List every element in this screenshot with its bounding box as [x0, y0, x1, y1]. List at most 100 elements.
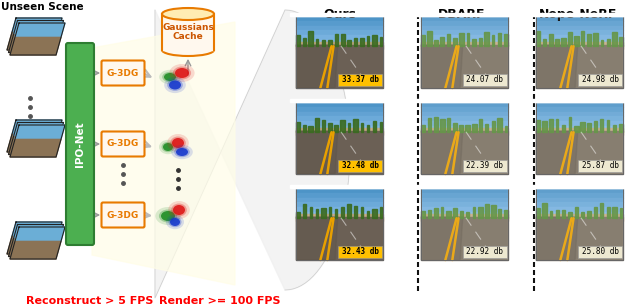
Polygon shape — [372, 35, 377, 46]
Polygon shape — [373, 121, 376, 132]
Polygon shape — [568, 32, 572, 46]
Polygon shape — [479, 38, 482, 46]
Polygon shape — [536, 40, 623, 45]
Text: 25.80 db: 25.80 db — [582, 248, 618, 257]
Polygon shape — [453, 208, 457, 218]
Polygon shape — [7, 134, 58, 152]
Polygon shape — [296, 122, 300, 132]
Polygon shape — [296, 40, 383, 45]
FancyBboxPatch shape — [102, 132, 145, 156]
Polygon shape — [447, 211, 451, 218]
Text: 33.37 db: 33.37 db — [342, 75, 378, 84]
Polygon shape — [434, 209, 438, 218]
Polygon shape — [420, 34, 426, 46]
Polygon shape — [504, 126, 508, 132]
Polygon shape — [296, 188, 383, 193]
Polygon shape — [536, 131, 578, 174]
Polygon shape — [595, 121, 596, 132]
Polygon shape — [347, 204, 351, 218]
Polygon shape — [296, 214, 383, 221]
Polygon shape — [536, 16, 623, 88]
Polygon shape — [607, 120, 609, 132]
Ellipse shape — [159, 140, 177, 154]
Ellipse shape — [161, 142, 175, 152]
Polygon shape — [499, 209, 501, 218]
Polygon shape — [421, 35, 508, 40]
Polygon shape — [460, 212, 463, 218]
Polygon shape — [485, 204, 488, 218]
Polygon shape — [421, 214, 508, 221]
Polygon shape — [296, 116, 383, 121]
Polygon shape — [536, 193, 623, 198]
Text: Cache: Cache — [173, 32, 204, 41]
Polygon shape — [536, 214, 623, 221]
Polygon shape — [536, 30, 623, 35]
Polygon shape — [600, 119, 604, 132]
Polygon shape — [13, 225, 63, 239]
Polygon shape — [7, 32, 58, 50]
Polygon shape — [296, 121, 383, 126]
Polygon shape — [421, 16, 508, 88]
Ellipse shape — [174, 147, 190, 157]
Text: IPO-Net: IPO-Net — [75, 121, 85, 167]
Polygon shape — [10, 37, 61, 55]
FancyBboxPatch shape — [102, 60, 145, 86]
Ellipse shape — [162, 44, 214, 56]
Polygon shape — [561, 38, 566, 46]
Polygon shape — [367, 125, 369, 132]
Polygon shape — [542, 203, 547, 218]
Polygon shape — [453, 38, 457, 46]
FancyBboxPatch shape — [463, 246, 507, 258]
Polygon shape — [348, 123, 351, 132]
Polygon shape — [8, 35, 60, 52]
Polygon shape — [12, 120, 62, 134]
FancyBboxPatch shape — [578, 160, 622, 172]
Polygon shape — [447, 118, 450, 132]
Polygon shape — [536, 16, 623, 21]
Polygon shape — [296, 16, 383, 21]
Polygon shape — [563, 210, 564, 218]
Polygon shape — [303, 38, 306, 46]
Polygon shape — [479, 119, 482, 132]
Polygon shape — [296, 202, 383, 207]
Polygon shape — [536, 45, 578, 88]
FancyBboxPatch shape — [338, 74, 382, 86]
Text: Reconstruct > 5 FPS: Reconstruct > 5 FPS — [26, 296, 154, 306]
Text: G-3DG: G-3DG — [107, 210, 139, 220]
Polygon shape — [421, 125, 424, 132]
Ellipse shape — [162, 72, 178, 82]
Polygon shape — [8, 137, 60, 155]
Polygon shape — [15, 227, 65, 241]
Polygon shape — [434, 40, 438, 46]
Ellipse shape — [163, 143, 173, 151]
Polygon shape — [536, 21, 623, 26]
Polygon shape — [447, 34, 450, 46]
Polygon shape — [13, 123, 63, 137]
Polygon shape — [421, 40, 508, 45]
Polygon shape — [550, 211, 552, 218]
Polygon shape — [421, 102, 508, 174]
Polygon shape — [548, 34, 553, 46]
Polygon shape — [354, 38, 357, 46]
Polygon shape — [536, 111, 623, 116]
Polygon shape — [581, 31, 584, 46]
Polygon shape — [536, 42, 623, 49]
Polygon shape — [536, 188, 623, 260]
Polygon shape — [428, 118, 431, 132]
Polygon shape — [296, 45, 338, 88]
Polygon shape — [485, 124, 488, 132]
Polygon shape — [321, 208, 326, 218]
Polygon shape — [601, 40, 603, 46]
Polygon shape — [296, 111, 383, 116]
Polygon shape — [12, 18, 62, 32]
Ellipse shape — [170, 218, 180, 226]
Polygon shape — [341, 34, 344, 46]
Polygon shape — [536, 120, 540, 132]
FancyBboxPatch shape — [463, 160, 507, 172]
Polygon shape — [421, 121, 508, 126]
Text: 32.48 db: 32.48 db — [342, 161, 378, 171]
Polygon shape — [484, 32, 489, 46]
Polygon shape — [15, 125, 65, 140]
Polygon shape — [296, 30, 383, 35]
Ellipse shape — [175, 68, 189, 78]
